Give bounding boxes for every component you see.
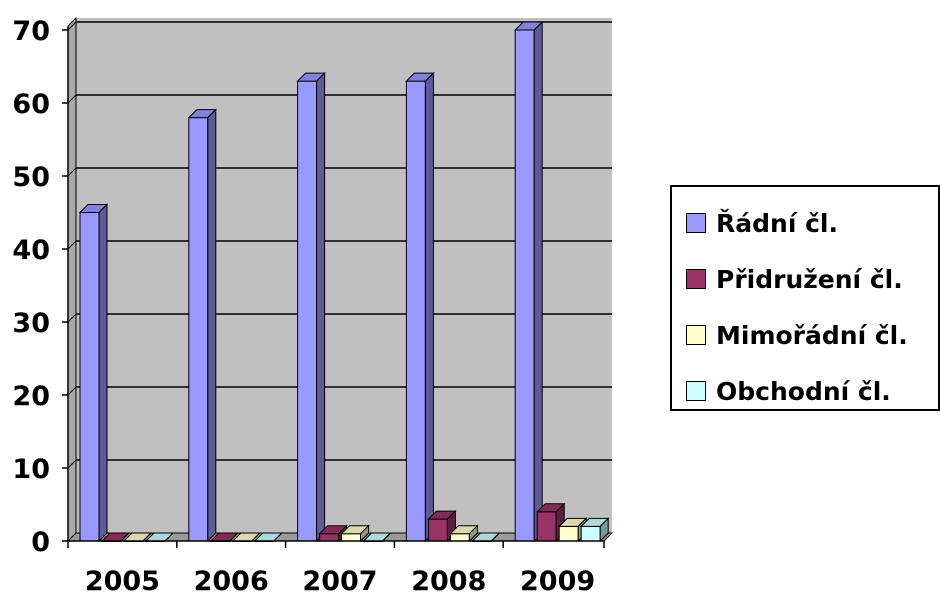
legend-item-obchodni: Obchodní čl. (686, 375, 891, 407)
bar-front (405, 80, 426, 542)
bar-side (360, 524, 370, 543)
legend-item-radni: Řádní čl. (686, 207, 838, 239)
bar-front (79, 212, 100, 542)
legend-swatch-pridruzeni (686, 269, 706, 289)
legend-item-pridruzeni: Přidružení čl. (686, 263, 903, 295)
gridline-diag (67, 21, 77, 31)
bar-side (120, 532, 130, 542)
x-category-label: 2008 (411, 566, 486, 593)
axes (62, 26, 605, 548)
y-tick-label: 40 (12, 235, 50, 266)
gridline-diag (67, 313, 77, 323)
bar-front (297, 80, 318, 542)
bar-front (188, 117, 209, 542)
gridline-diag (67, 167, 77, 177)
legend-label-mimoradni: Mimořádní čl. (716, 320, 908, 350)
y-tick-label: 60 (12, 89, 50, 120)
bar-side (229, 532, 239, 542)
bar-front (319, 533, 340, 542)
x-category-label: 2005 (85, 566, 160, 593)
legend: Řádní čl. Přidružení čl. Mimořádní čl. O… (670, 185, 940, 411)
bar (296, 71, 326, 543)
bar (579, 517, 610, 543)
gridline-diag (67, 240, 77, 250)
legend-swatch-mimoradni (686, 325, 706, 345)
bar-side (424, 71, 434, 543)
bar (187, 108, 218, 543)
bar (513, 20, 544, 543)
y-tick-label: 30 (12, 308, 50, 339)
y-tick-label: 20 (12, 381, 50, 412)
bar-side (164, 532, 174, 542)
legend-label-radni: Řádní čl. (716, 208, 838, 238)
bar-side (98, 203, 108, 543)
bar-front (427, 518, 448, 542)
bar-side (251, 532, 261, 542)
legend-label-obchodni: Obchodní čl. (716, 376, 891, 406)
legend-swatch-radni (686, 213, 706, 233)
bar-front (536, 511, 557, 542)
bar (78, 203, 109, 543)
x-category-label: 2009 (520, 566, 595, 593)
y-tick-label: 0 (31, 527, 50, 558)
legend-label-pridruzeni: Přidružení čl. (716, 264, 903, 294)
x-category-label: 2007 (302, 566, 377, 593)
bar-front (341, 533, 362, 542)
y-tick-label: 10 (12, 454, 50, 485)
bar-side (599, 517, 609, 543)
bar-side (491, 532, 500, 542)
legend-item-mimoradni: Mimořádní čl. (686, 319, 908, 351)
bar-side (533, 20, 543, 543)
bars (78, 20, 610, 543)
gridline-diag (67, 386, 77, 396)
bar-front (449, 533, 470, 542)
bar-side (273, 532, 283, 542)
y-axis-ticks: 0 10 20 30 40 50 60 70 (12, 16, 50, 558)
bar-chart: 0 10 20 30 40 50 60 70 2005 2006 2007 2008 2009 (12, 16, 614, 593)
bar-front (558, 525, 579, 542)
legend-swatch-obchodni (686, 381, 706, 401)
bar-side (382, 532, 391, 542)
gridline-diag (67, 94, 77, 104)
bar-side (316, 71, 326, 543)
gridline-diag (67, 459, 77, 469)
bar (405, 71, 435, 543)
bar-front (580, 525, 601, 542)
bar-side (468, 524, 478, 543)
x-category-label: 2006 (194, 566, 269, 593)
bar-front (514, 29, 535, 542)
bar-side (142, 532, 152, 542)
y-tick-label: 50 (12, 162, 50, 193)
bar-side (207, 108, 217, 543)
x-axis-categories: 2005 2006 2007 2008 2009 (85, 566, 595, 593)
bar (449, 524, 479, 543)
y-tick-label: 70 (12, 16, 50, 47)
